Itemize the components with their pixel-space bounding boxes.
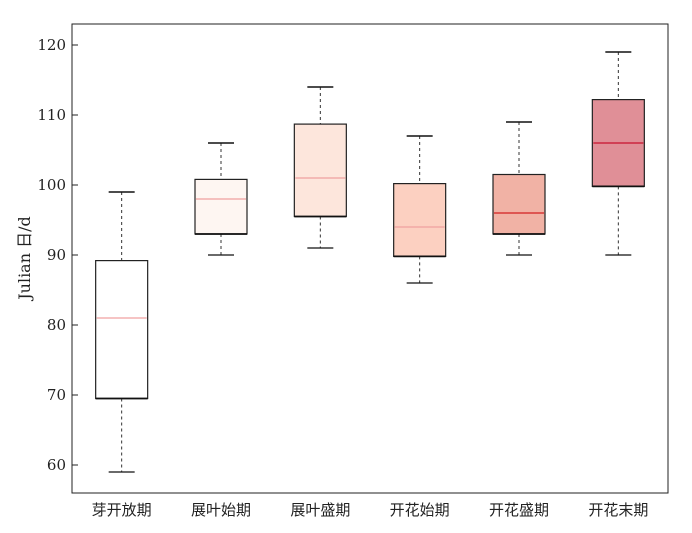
box-group xyxy=(591,51,645,256)
box-body xyxy=(95,260,149,400)
boxes xyxy=(95,51,645,473)
x-tick-label: 开花始期 xyxy=(390,501,450,519)
y-tick-label: 120 xyxy=(37,36,66,54)
box-group xyxy=(194,142,248,256)
y-axis-label: Julian 日/d xyxy=(15,216,34,302)
box-group xyxy=(293,86,347,249)
x-tick-label: 开花末期 xyxy=(588,501,648,519)
box-group xyxy=(95,191,149,473)
y-axis: 60 70 80 90 100 110 120 xyxy=(37,36,78,474)
x-tick-label: 展叶始期 xyxy=(191,501,251,519)
y-tick-label: 110 xyxy=(37,106,66,124)
y-tick-label: 70 xyxy=(47,386,66,404)
box-group xyxy=(492,121,546,256)
y-tick-label: 60 xyxy=(47,456,66,474)
plot-frame xyxy=(71,23,669,494)
x-axis: 芽开放期 展叶始期 展叶盛期 开花始期 开花盛期 开花末期 xyxy=(92,501,649,519)
box-body xyxy=(393,183,447,258)
x-tick-label: 芽开放期 xyxy=(92,501,152,519)
box-body xyxy=(492,173,546,235)
box-group xyxy=(393,135,447,284)
y-tick-label: 100 xyxy=(37,176,66,194)
box-body xyxy=(194,178,248,235)
box-body xyxy=(293,123,347,218)
y-tick-label: 80 xyxy=(47,316,66,334)
x-tick-label: 开花盛期 xyxy=(489,501,549,519)
y-tick-label: 90 xyxy=(47,246,66,264)
x-tick-label: 展叶盛期 xyxy=(290,501,350,519)
